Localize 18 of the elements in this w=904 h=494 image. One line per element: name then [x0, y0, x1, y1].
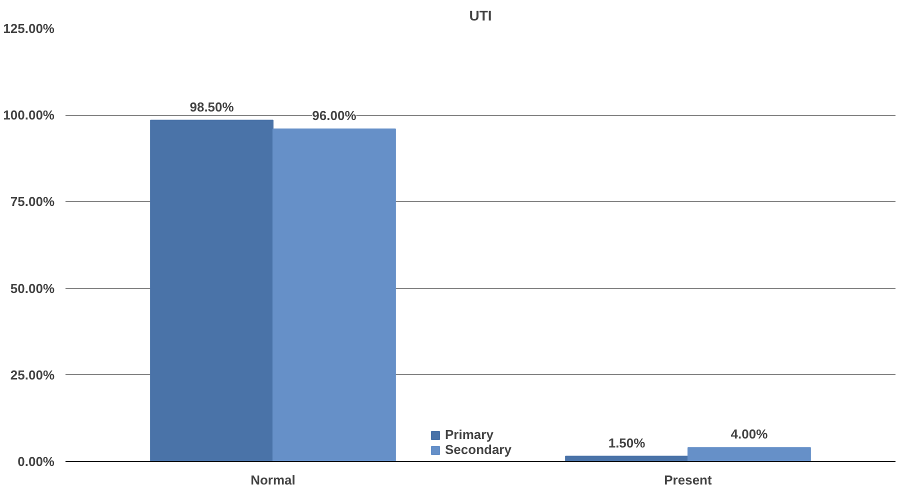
legend-label: Primary [445, 427, 494, 442]
bar [150, 120, 274, 462]
bar [272, 128, 396, 462]
data-label: 96.00% [312, 108, 357, 123]
legend-label: Secondary [445, 442, 512, 457]
x-tick-label: Normal [250, 472, 296, 488]
data-label: 98.50% [190, 99, 234, 114]
y-tick-label: 75.00% [10, 194, 55, 210]
y-tick-label: 0.00% [18, 454, 55, 469]
y-tick-label: 125.00% [3, 21, 55, 36]
y-tick-label: 50.00% [10, 280, 55, 296]
x-tick-label: Present [664, 472, 713, 488]
y-tick-label: 100.00% [3, 108, 55, 123]
data-label: 1.50% [608, 435, 646, 450]
data-label: 4.00% [730, 426, 768, 442]
bar [688, 447, 811, 462]
chart-title: UTI [469, 8, 492, 24]
y-tick-label: 25.00% [10, 367, 55, 382]
